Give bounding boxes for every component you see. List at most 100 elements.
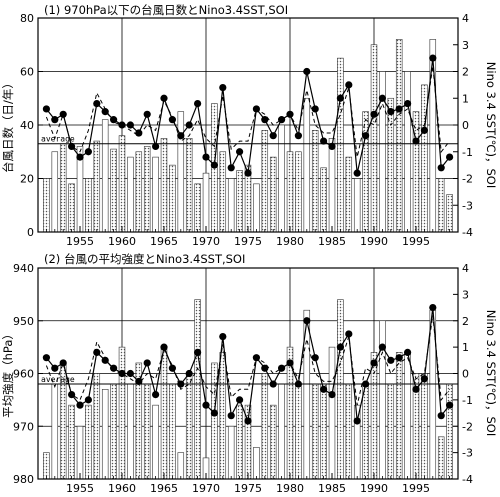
solid-series-point [244,169,252,177]
bar [328,346,336,480]
left-tick-label: 20 [20,173,34,186]
solid-series-point [110,116,118,124]
solid-series-point [311,105,319,113]
solid-series-point [261,116,269,124]
solid-series-point [353,169,361,177]
x-tick-label: 1985 [318,482,346,495]
bar [370,352,378,480]
solid-series-point [177,132,185,140]
panel-2: average (2) 台風の平均強度とNino3.4SST,SOI 940 95… [1,252,498,495]
bar [51,151,59,233]
solid-series-point [227,164,235,172]
x-tick-label: 1955 [66,482,94,495]
bar [345,383,353,480]
solid-series-point [244,417,252,425]
solid-series-point [437,412,445,420]
left-tick-label: 80 [20,12,34,25]
bar [269,156,277,233]
x-tick-label: 1995 [402,235,430,248]
solid-series-point [168,364,176,372]
solid-series-point [261,364,269,372]
bar [236,404,243,480]
solid-series-point [68,142,76,150]
x-tick-label: 1980 [276,482,304,495]
solid-series-point [194,348,202,356]
bar [110,383,117,480]
bar [320,167,327,233]
bar [446,383,453,480]
panel-1-left-ticks: 0 20 40 60 80 [20,12,43,239]
bar [320,383,327,480]
solid-series-point [236,148,244,156]
bar [395,352,403,480]
bar [85,404,92,480]
bar [177,111,185,233]
bar [387,97,395,233]
solid-series-point [210,161,218,169]
solid-series-point [84,396,92,404]
solid-series-point [84,148,92,156]
dashed-series-line [45,66,450,158]
solid-series-point [42,105,51,113]
solid-series-point [59,359,67,367]
bar [135,151,143,233]
bar [118,135,126,233]
solid-series-point [412,137,420,145]
x-tick-label: 1990 [360,235,388,248]
solid-series-point [194,100,202,108]
bar [421,84,428,233]
bar [110,148,117,233]
bar [253,183,260,233]
bar [211,362,218,480]
solid-series-point [236,396,244,404]
bar [160,346,168,480]
right-tick-label: 2 [462,66,469,79]
bar [185,138,193,233]
solid-series-point [101,356,109,364]
x-tick-label: 1975 [234,235,262,248]
bar [85,178,92,233]
bar [261,130,269,233]
bar [421,373,428,480]
panel-1-y2-axis-label: Nino 3.4 SST(℃)，SOI [484,62,498,188]
bar [337,57,344,233]
solid-series-point [311,354,319,362]
average-label: average [41,375,75,384]
solid-series-point [168,116,176,124]
right-tick-label: 4 [462,262,469,275]
solid-series-point [202,153,210,161]
right-tick-label: 1 [462,92,469,105]
panel-2-x-ticks: 1955 1960 1965 1970 1975 1980 1985 1990 1995 [46,473,451,495]
bar [395,39,403,233]
solid-series-point [446,401,454,409]
x-tick-label: 1995 [402,482,430,495]
bar [194,299,201,480]
bar [43,452,50,480]
bar [278,383,285,480]
bar [278,124,285,233]
solid-series-point [320,385,328,393]
solid-series-point [76,153,84,161]
bar [387,383,395,480]
solid-series-point [152,391,160,399]
bar [127,383,134,480]
solid-series-point [135,377,143,386]
bar [185,373,193,480]
solid-series-point [328,142,336,150]
bar [328,138,336,233]
right-tick-label: -3 [462,447,473,460]
solid-series-point [42,354,51,362]
solid-series-point [395,354,403,362]
bar [311,130,319,233]
panel-2-left-ticks: 940 950 960 970 980 [13,262,43,486]
solid-series-point [269,132,277,140]
bar [345,156,353,233]
solid-series-point [294,380,302,388]
solid-series-point [185,369,193,378]
bar [202,172,210,233]
x-tick-label: 1985 [318,235,346,248]
x-tick-label: 1970 [192,482,220,495]
solid-series-point [328,391,336,399]
solid-series-point [404,100,412,108]
